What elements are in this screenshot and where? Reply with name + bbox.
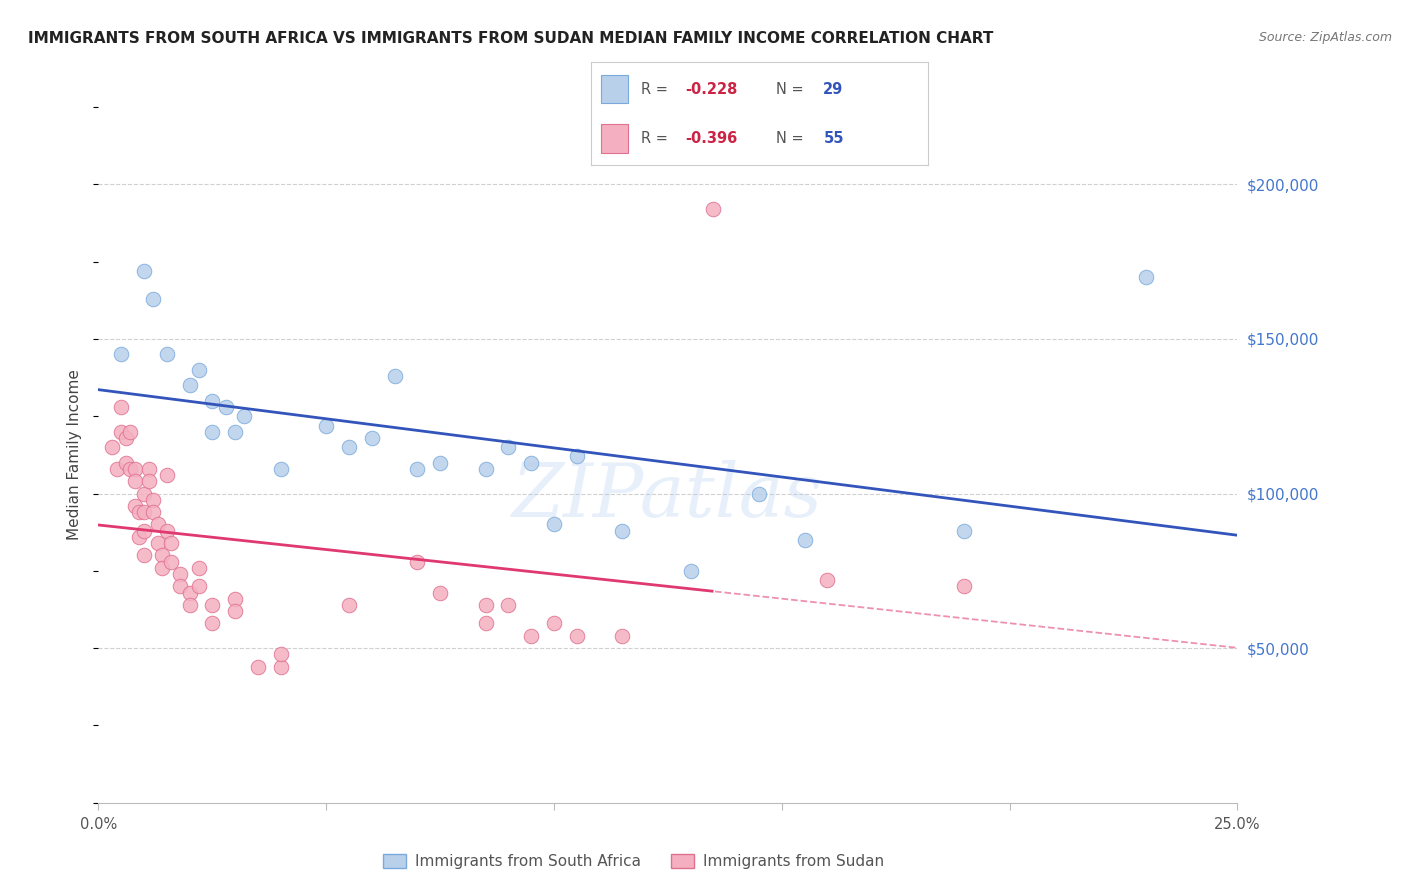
Point [360,431,382,445]
Point [124,499,146,513]
Point [120,425,142,439]
Point [612,629,634,643]
Point [224,591,246,606]
Point [132,549,155,563]
Point [201,425,224,439]
Legend: Immigrants from South Africa, Immigrants from Sudan: Immigrants from South Africa, Immigrants… [377,847,891,875]
Point [246,659,269,673]
Text: -0.396: -0.396 [685,131,737,146]
Point [520,456,543,470]
Point [498,598,520,612]
Point [201,616,224,631]
Point [187,579,209,593]
Point [224,604,246,618]
Point [406,462,429,476]
Bar [600,124,627,153]
Point [429,585,451,599]
Point [315,418,337,433]
Point [953,579,976,593]
Point [679,564,702,578]
Point [128,530,150,544]
Point [498,440,520,454]
Bar [600,75,627,103]
Point [179,378,201,392]
Point [128,505,150,519]
Text: Source: ZipAtlas.com: Source: ZipAtlas.com [1258,31,1392,45]
Point [187,363,209,377]
Point [815,573,838,587]
Point [120,462,142,476]
Point [156,524,179,538]
Point [224,425,246,439]
Point [146,536,169,550]
Point [187,561,209,575]
Point [702,202,724,216]
Point [201,598,224,612]
Point [114,456,136,470]
Point [748,486,770,500]
Point [270,462,292,476]
Point [110,425,132,439]
Point [110,400,132,414]
Point [543,517,565,532]
Point [138,462,160,476]
Point [101,440,124,454]
Point [337,598,360,612]
Point [150,549,173,563]
Point [138,474,160,488]
Text: -0.228: -0.228 [685,81,737,96]
Point [114,431,136,445]
Point [160,536,183,550]
Point [169,579,191,593]
Point [565,629,588,643]
Point [474,616,496,631]
Point [474,598,496,612]
Point [1135,270,1157,285]
Point [110,347,132,361]
Y-axis label: Median Family Income: Median Family Income [67,369,83,541]
Point [124,474,146,488]
Text: ZIPatlas: ZIPatlas [512,460,824,533]
Text: R =: R = [641,81,672,96]
Point [215,400,238,414]
Point [169,566,191,581]
Point [612,524,634,538]
Text: IMMIGRANTS FROM SOUTH AFRICA VS IMMIGRANTS FROM SUDAN MEDIAN FAMILY INCOME CORRE: IMMIGRANTS FROM SOUTH AFRICA VS IMMIGRAN… [28,31,994,46]
Text: N =: N = [776,81,808,96]
Point [146,517,169,532]
Text: 29: 29 [824,81,844,96]
Point [565,450,588,464]
Point [156,347,179,361]
Point [156,468,179,483]
Text: R =: R = [641,131,672,146]
Point [953,524,976,538]
Point [233,409,256,424]
Point [474,462,496,476]
Text: 55: 55 [824,131,844,146]
Point [124,462,146,476]
Point [132,264,155,278]
Point [132,505,155,519]
Point [793,533,815,547]
Point [384,369,406,384]
Point [132,524,155,538]
Point [406,555,429,569]
Point [142,292,165,306]
Point [105,462,128,476]
Point [132,486,155,500]
Point [150,561,173,575]
Text: N =: N = [776,131,808,146]
Point [337,440,360,454]
Point [142,492,165,507]
Point [201,393,224,408]
Point [142,505,165,519]
Point [179,585,201,599]
Point [520,629,543,643]
Point [270,659,292,673]
Point [160,555,183,569]
Point [429,456,451,470]
Point [543,616,565,631]
Point [179,598,201,612]
Point [270,648,292,662]
